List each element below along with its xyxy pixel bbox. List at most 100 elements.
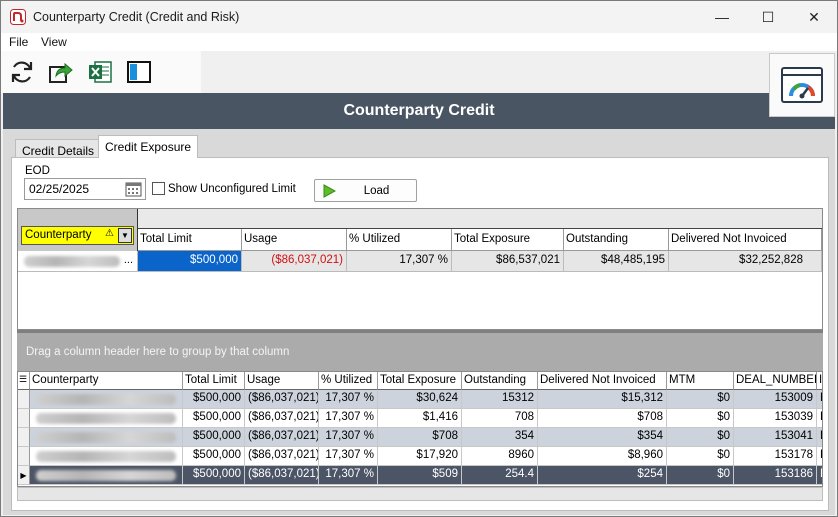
cell-total-limit[interactable]: $500,000 [183, 409, 245, 428]
minimize-button[interactable]: — [700, 1, 744, 33]
field-filter-dropdown-icon[interactable]: ▼ [118, 228, 132, 243]
cell-delivered-not-invoiced[interactable]: $254 [538, 466, 667, 485]
counterparty-field-chip[interactable]: Counterparty ⚠ ▼ [21, 226, 134, 245]
cell-mtm[interactable]: $0 [667, 390, 734, 409]
cell-deal-number[interactable]: 153041 [734, 428, 817, 447]
cell-usage[interactable]: ($86,037,021) [245, 409, 319, 428]
cell-counterparty[interactable] [30, 466, 183, 485]
excel-button[interactable] [86, 58, 114, 86]
cell-pct-utilized[interactable]: 17,307 % [319, 428, 378, 447]
cell-usage[interactable]: ($86,037,021) [245, 390, 319, 409]
cell-pct-utilized[interactable]: 17,307 % [319, 409, 378, 428]
cell-total-limit[interactable]: $500,000 [183, 466, 245, 485]
pivot-header-delivered-not-invoiced[interactable]: Delivered Not Invoiced [669, 229, 822, 251]
splitter[interactable] [17, 330, 823, 333]
grid-header-mtm[interactable]: MTM [667, 372, 734, 390]
close-button[interactable]: ✕ [792, 1, 836, 33]
show-unconfigured-checkbox[interactable] [152, 182, 165, 195]
cell-partial[interactable]: F [817, 447, 822, 466]
load-button[interactable]: Load [314, 179, 417, 202]
refresh-button[interactable] [8, 58, 36, 86]
layout-button[interactable] [125, 58, 153, 86]
cell-delivered-not-invoiced[interactable]: $15,312 [538, 390, 667, 409]
grid-header-total-exposure[interactable]: Total Exposure [378, 372, 462, 390]
grid-header-pct-utilized[interactable]: % Utilized [319, 372, 378, 390]
cell-mtm[interactable]: $0 [667, 428, 734, 447]
dashboard-gauge-button[interactable] [769, 53, 835, 117]
cell-total-limit[interactable]: $500,000 [183, 447, 245, 466]
cell-mtm[interactable]: $0 [667, 466, 734, 485]
cell-total-exposure[interactable]: $509 [378, 466, 462, 485]
maximize-button[interactable]: ☐ [746, 1, 790, 33]
pivot-header-pct-utilized[interactable]: % Utilized [347, 229, 452, 251]
pivot-header-total-limit[interactable]: Total Limit [138, 229, 242, 251]
pivot-cell-total-exposure[interactable]: $86,537,021 [452, 251, 564, 272]
row-indicator[interactable] [18, 447, 30, 466]
grid-header-outstanding[interactable]: Outstanding [462, 372, 538, 390]
cell-outstanding[interactable]: 708 [462, 409, 538, 428]
horizontal-scrollbar[interactable] [17, 487, 823, 501]
cell-mtm[interactable]: $0 [667, 409, 734, 428]
cell-outstanding[interactable]: 254.4 [462, 466, 538, 485]
pivot-cell-outstanding[interactable]: $48,485,195 [564, 251, 669, 272]
cell-delivered-not-invoiced[interactable]: $354 [538, 428, 667, 447]
grid-header-partial[interactable]: I [817, 372, 822, 390]
grid-header-deal-number[interactable]: DEAL_NUMBER [734, 372, 817, 390]
tab-credit-exposure[interactable]: Credit Exposure [98, 135, 199, 158]
cell-partial[interactable]: F [817, 466, 822, 485]
cell-total-exposure[interactable]: $1,416 [378, 409, 462, 428]
calendar-icon[interactable] [125, 181, 142, 197]
grid-header-counterparty[interactable]: Counterparty [30, 372, 183, 390]
cell-counterparty[interactable] [30, 390, 183, 409]
cell-deal-number[interactable]: 153178 [734, 447, 817, 466]
eod-date-picker[interactable]: 02/25/2025 [24, 178, 146, 200]
show-unconfigured-limit-option[interactable]: Show Unconfigured Limit [152, 182, 296, 195]
cell-counterparty[interactable] [30, 409, 183, 428]
pivot-cell-usage[interactable]: ($86,037,021) [242, 251, 347, 272]
pivot-header-usage[interactable]: Usage [242, 229, 347, 251]
cell-usage[interactable]: ($86,037,021) [245, 447, 319, 466]
row-indicator[interactable]: ▶ [18, 466, 30, 485]
cell-counterparty[interactable] [30, 428, 183, 447]
cell-outstanding[interactable]: 354 [462, 428, 538, 447]
cell-delivered-not-invoiced[interactable]: $708 [538, 409, 667, 428]
group-by-panel[interactable]: Drag a column header here to group by th… [17, 333, 823, 371]
cell-outstanding[interactable]: 8960 [462, 447, 538, 466]
cell-partial[interactable]: F [817, 390, 822, 409]
row-indicator[interactable] [18, 390, 30, 409]
cell-pct-utilized[interactable]: 17,307 % [319, 466, 378, 485]
cell-partial[interactable]: F [817, 409, 822, 428]
cell-total-exposure[interactable]: $30,624 [378, 390, 462, 409]
cell-total-limit[interactable]: $500,000 [183, 428, 245, 447]
menu-file[interactable]: File [9, 35, 29, 49]
cell-total-exposure[interactable]: $708 [378, 428, 462, 447]
pivot-cell-pct-utilized[interactable]: 17,307 % [347, 251, 452, 272]
pivot-row-counterparty[interactable]: ... [18, 251, 138, 272]
grid-header-total-limit[interactable]: Total Limit [183, 372, 245, 390]
cell-counterparty[interactable] [30, 447, 183, 466]
cell-pct-utilized[interactable]: 17,307 % [319, 390, 378, 409]
grid-header-usage[interactable]: Usage [245, 372, 319, 390]
cell-mtm[interactable]: $0 [667, 447, 734, 466]
row-indicator[interactable] [18, 428, 30, 447]
pivot-cell-total-limit[interactable]: $500,000 [138, 251, 242, 272]
cell-total-limit[interactable]: $500,000 [183, 390, 245, 409]
cell-deal-number[interactable]: 153039 [734, 409, 817, 428]
column-chooser-icon[interactable]: ☰ [18, 372, 30, 390]
export-button[interactable] [47, 58, 75, 86]
menu-view[interactable]: View [41, 35, 67, 49]
cell-partial[interactable]: F [817, 428, 822, 447]
pivot-cell-delivered-not-invoiced[interactable]: $32,252,828 [669, 251, 822, 272]
cell-pct-utilized[interactable]: 17,307 % [319, 447, 378, 466]
pivot-header-outstanding[interactable]: Outstanding [564, 229, 669, 251]
tab-credit-details[interactable]: Credit Details [15, 139, 102, 158]
cell-total-exposure[interactable]: $17,920 [378, 447, 462, 466]
cell-outstanding[interactable]: 15312 [462, 390, 538, 409]
cell-deal-number[interactable]: 153009 [734, 390, 817, 409]
cell-usage[interactable]: ($86,037,021) [245, 428, 319, 447]
pivot-header-total-exposure[interactable]: Total Exposure [452, 229, 564, 251]
cell-deal-number[interactable]: 153186 [734, 466, 817, 485]
cell-delivered-not-invoiced[interactable]: $8,960 [538, 447, 667, 466]
row-indicator[interactable] [18, 409, 30, 428]
grid-header-delivered-not-invoiced[interactable]: Delivered Not Invoiced [538, 372, 667, 390]
